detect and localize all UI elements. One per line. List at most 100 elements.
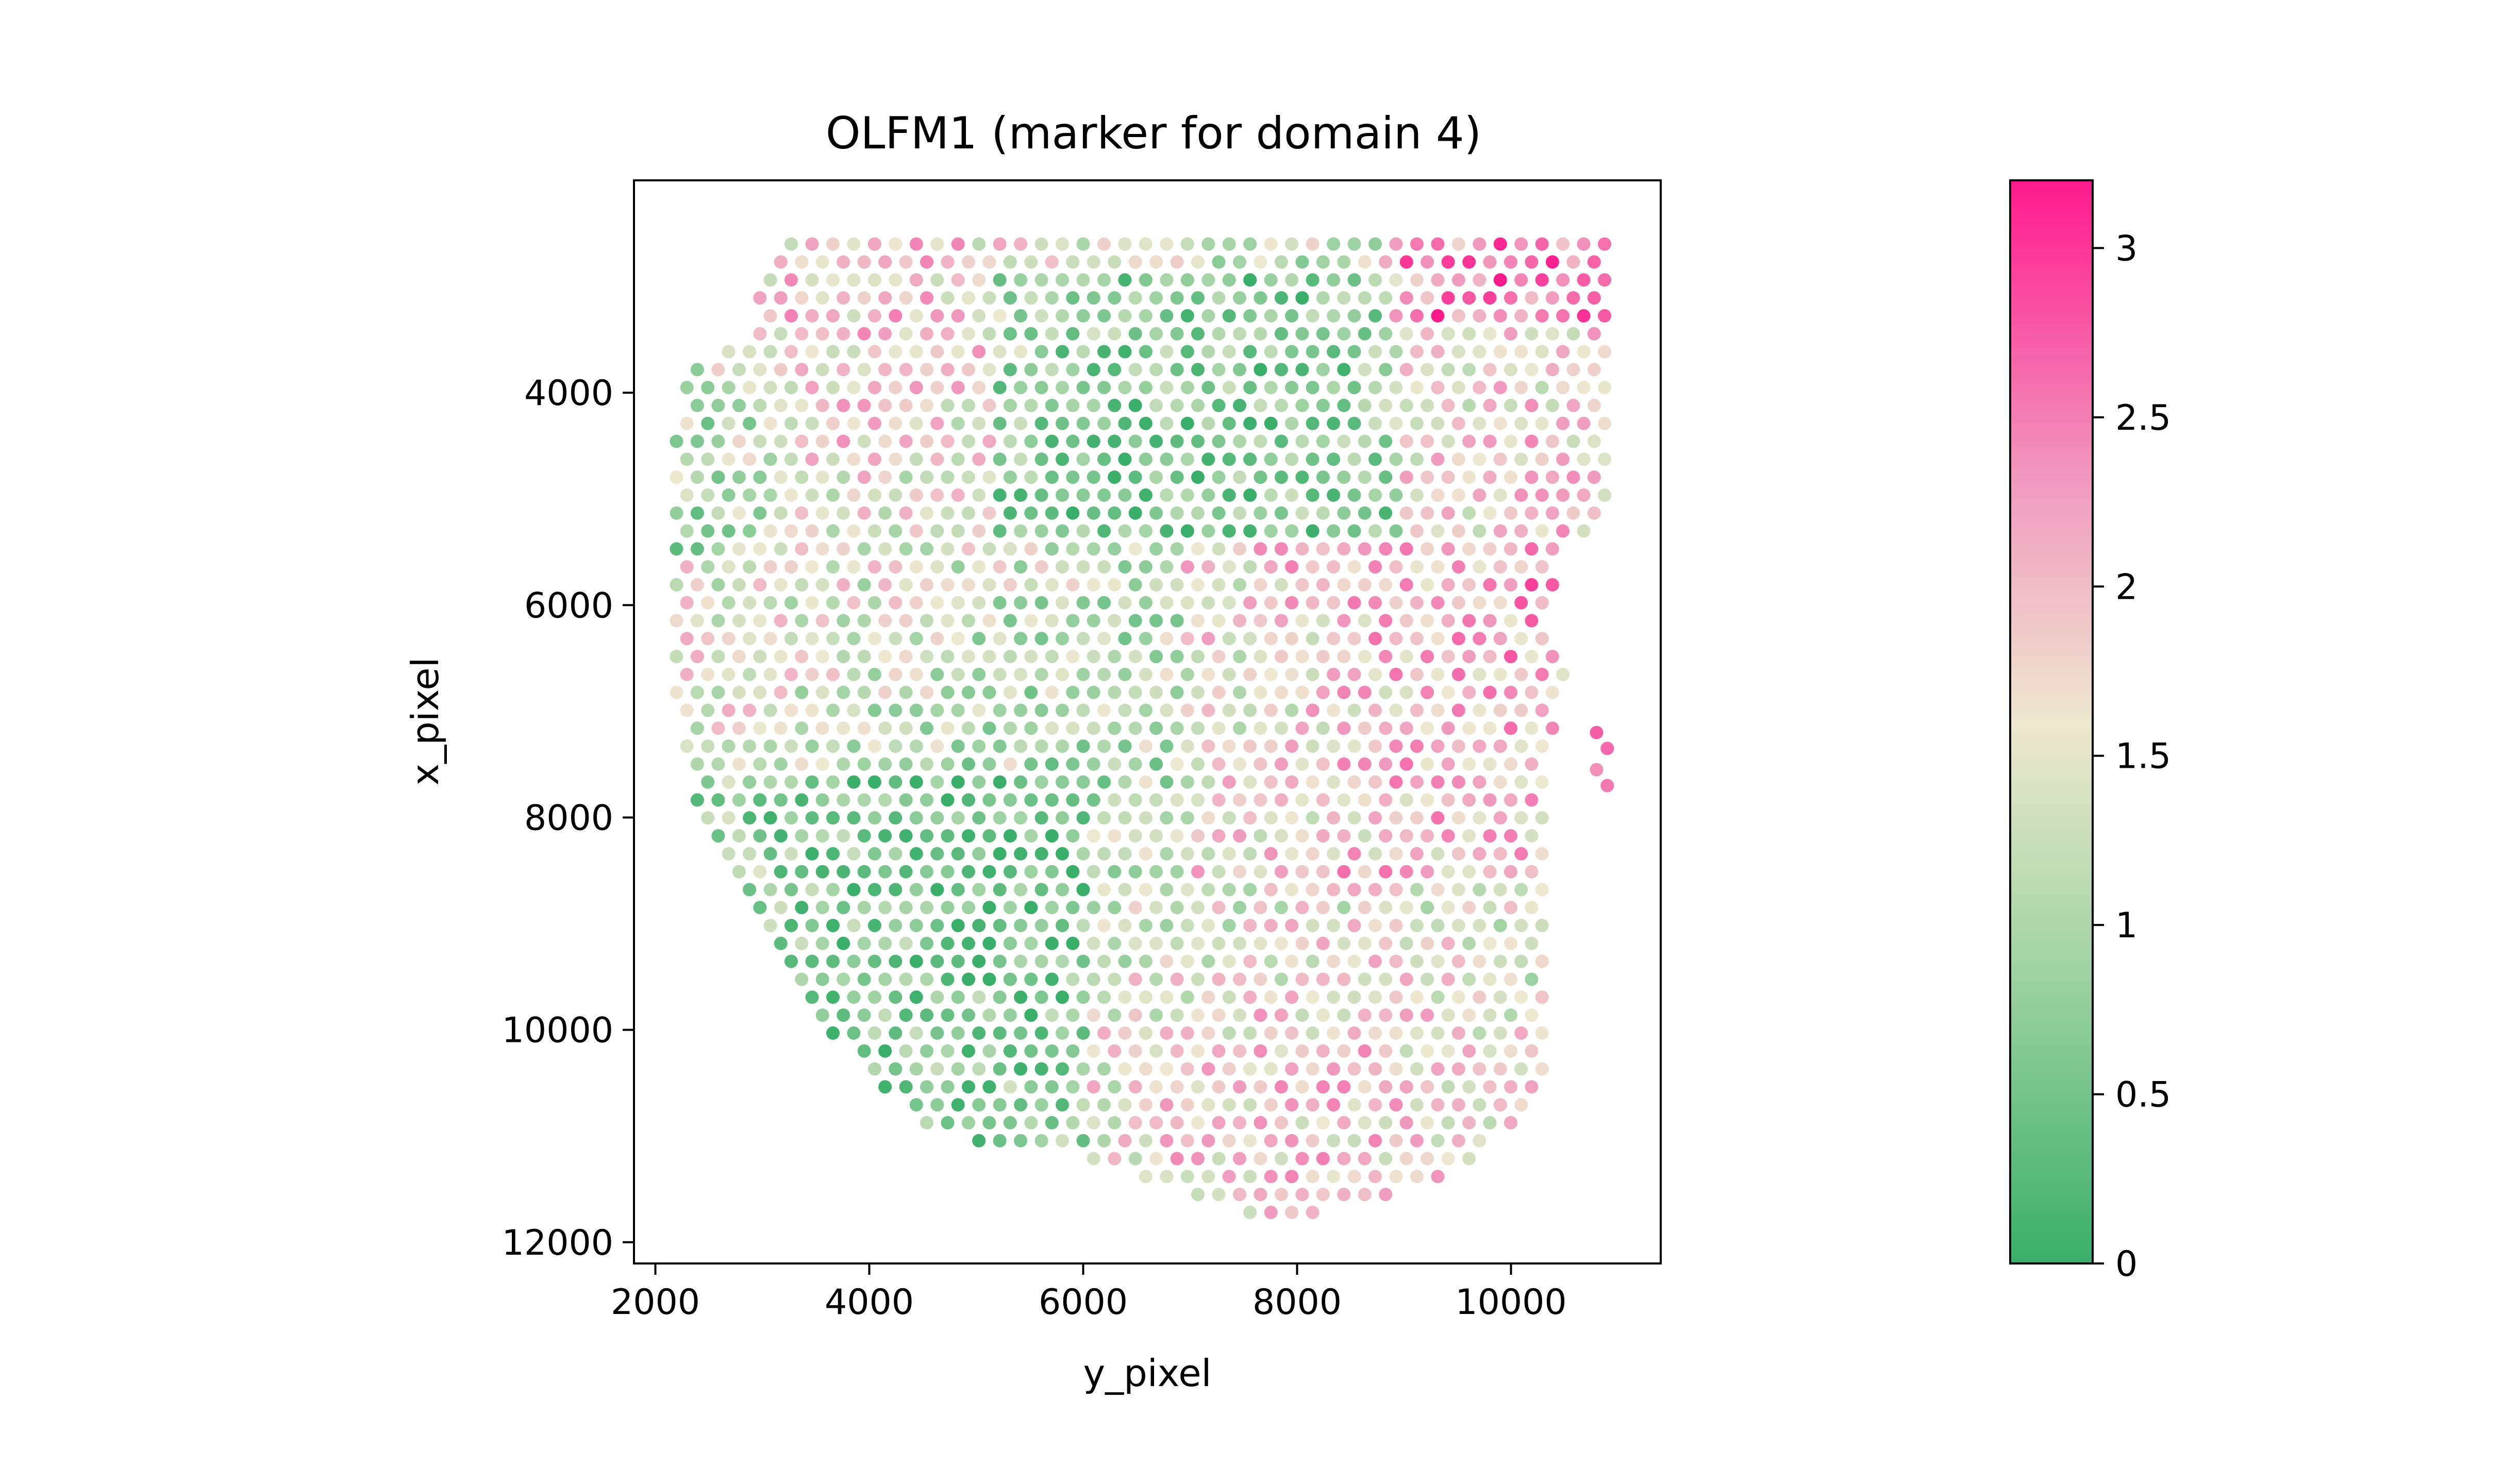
spot [930,524,944,538]
spot [1525,829,1539,843]
spot [732,542,746,556]
spot [1003,255,1017,269]
spot [1076,560,1090,574]
spot [795,291,809,305]
spot [1368,1134,1382,1148]
spot [920,901,933,915]
spot [1201,488,1215,502]
spot [878,865,892,879]
spot [1431,273,1445,287]
spot [1076,990,1090,1004]
spot [1389,703,1403,717]
spot [795,865,809,879]
spot [1233,793,1246,807]
spot [889,919,903,933]
spot [815,865,829,879]
spot [1097,345,1111,359]
spot [1097,524,1111,538]
spot [1201,416,1215,430]
spot [1149,363,1163,377]
spot [1243,667,1257,681]
spot [1525,1008,1539,1022]
spot [941,470,955,484]
spot [1034,739,1048,753]
spot [1243,237,1257,251]
spot [941,1116,955,1129]
spot [1316,578,1330,592]
spot [1087,578,1100,592]
spot [1014,739,1028,753]
spot [930,1098,944,1112]
spot [1243,416,1257,430]
spot [1243,811,1257,825]
spot [815,470,829,484]
spot [743,632,757,646]
spot [753,614,767,628]
spot [1358,614,1372,628]
spot [763,560,777,574]
spot [1514,560,1528,574]
spot [1076,703,1090,717]
spot [680,703,694,717]
spot [909,954,923,968]
spot [763,524,777,538]
spot [1410,381,1424,395]
spot [1473,703,1487,717]
spot [1243,596,1257,610]
spot [1201,847,1215,861]
spot [1139,1026,1153,1040]
spot [1347,488,1361,502]
spot [1118,1134,1132,1148]
spot [711,650,725,664]
spot [1274,1080,1288,1094]
spot [909,883,923,897]
spot [1462,614,1476,628]
spot [1034,919,1048,933]
spot [951,237,965,251]
spot [1493,452,1507,466]
spot [878,685,892,699]
spot [993,416,1007,430]
spot [1441,291,1455,305]
spot [1368,1062,1382,1076]
spot [1483,363,1497,377]
spot [1493,596,1507,610]
spot [1545,398,1559,412]
spot [1285,1062,1299,1076]
spot [899,901,913,915]
spot [1139,1170,1153,1184]
spot [1600,741,1614,755]
spot [1306,524,1320,538]
spot [1034,775,1048,789]
spot [1003,1080,1017,1094]
spot [982,1008,996,1022]
spot [837,506,850,520]
spot [972,775,986,789]
spot [1514,1026,1528,1040]
spot [920,721,933,735]
spot [847,775,861,789]
spot [962,901,975,915]
spot [805,345,819,359]
spot [1473,524,1487,538]
spot [1421,1116,1434,1129]
spot [1410,954,1424,968]
spot [1014,273,1028,287]
spot [774,936,788,950]
spot [805,954,819,968]
spot [1243,560,1257,574]
spot [1410,309,1424,323]
spot [670,614,683,628]
spot [1306,954,1320,968]
spot [1306,1170,1320,1184]
spot [1160,1098,1174,1112]
spot [670,434,683,448]
spot [1368,309,1382,323]
spot [1504,901,1517,915]
spot [1118,237,1132,251]
spot [982,1080,996,1094]
spot [1139,237,1153,251]
spot [763,488,777,502]
spot [899,578,913,592]
spot [1191,255,1205,269]
